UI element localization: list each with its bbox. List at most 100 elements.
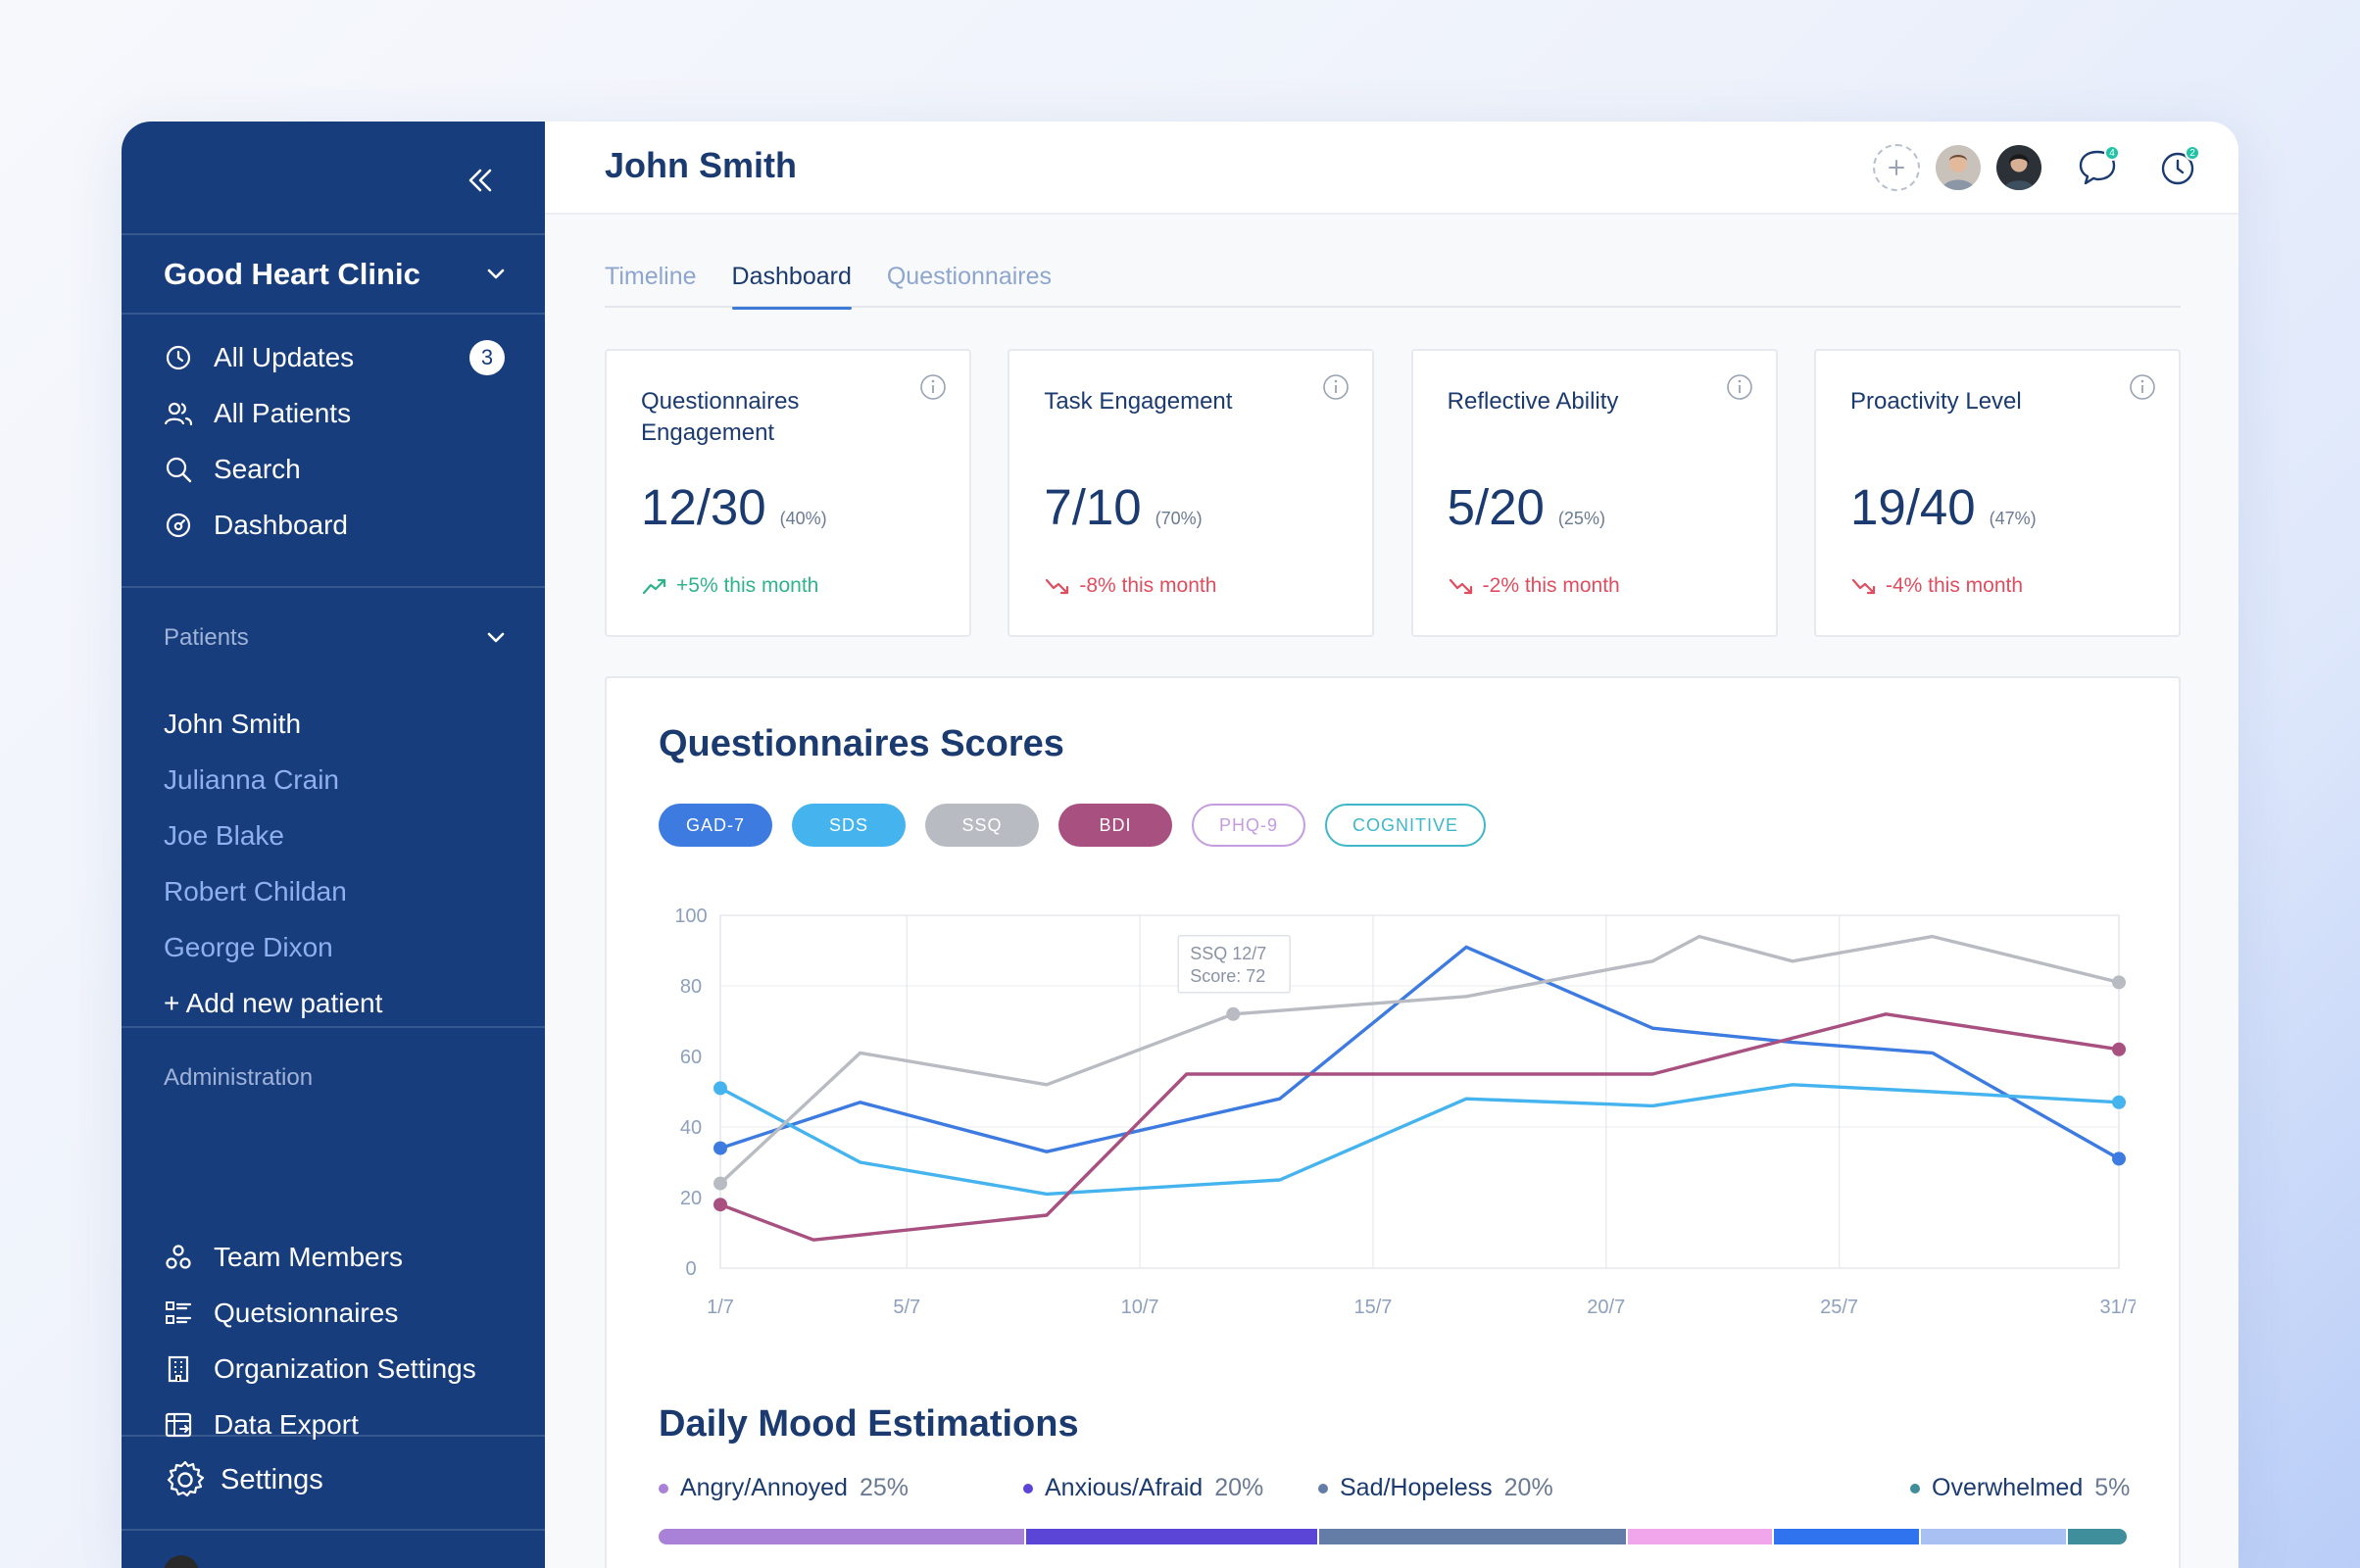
filter-chip-cognitive[interactable]: COGNITIVE bbox=[1325, 804, 1487, 847]
patient-joe-blake[interactable]: Joe Blake bbox=[164, 819, 284, 851]
filter-chip-ssq[interactable]: SSQ bbox=[925, 804, 1039, 847]
info-icon[interactable] bbox=[1321, 372, 1351, 402]
data-point-ssq bbox=[2112, 975, 2126, 990]
care-team-avatar-2[interactable] bbox=[1996, 145, 2041, 190]
y-tick-label: 80 bbox=[680, 976, 702, 998]
card-trend: -8% this month bbox=[1044, 574, 1216, 598]
legend-dot bbox=[1023, 1483, 1033, 1494]
patient-julianna-crain[interactable]: Julianna Crain bbox=[164, 763, 339, 795]
trend-label: -8% this month bbox=[1079, 574, 1217, 597]
user-avatar[interactable] bbox=[164, 1555, 199, 1568]
legend-label: Angry/Annoyed bbox=[680, 1474, 848, 1501]
nav-organization-settings[interactable]: Organization Settings bbox=[164, 1341, 507, 1396]
tab-bar: Timeline Dashboard Questionnaires bbox=[605, 259, 2181, 310]
divider bbox=[122, 1026, 545, 1028]
nav-label: All Patients bbox=[214, 397, 352, 428]
patient-george-dixon[interactable]: George Dixon bbox=[164, 931, 333, 962]
main-content: John Smith 4 2 bbox=[545, 122, 2238, 1568]
info-icon[interactable] bbox=[2128, 372, 2157, 402]
clinic-selector[interactable]: Good Heart Clinic bbox=[164, 251, 507, 298]
card-percentage: (25%) bbox=[1557, 509, 1605, 528]
mood-legend-item: Sad/Hopeless 20% bbox=[1318, 1474, 1553, 1502]
collapse-sidebar-button[interactable] bbox=[459, 159, 502, 202]
gear-icon bbox=[167, 1460, 205, 1497]
info-icon[interactable] bbox=[918, 372, 948, 402]
table-export-icon bbox=[164, 1410, 193, 1440]
tooltip-value: Score: 72 bbox=[1190, 966, 1265, 986]
nav-all-patients[interactable]: All Patients bbox=[164, 385, 507, 441]
settings-link[interactable]: Settings bbox=[164, 1452, 323, 1507]
line-chart: 0 20 40 60 80 100 1/7 5/7 10/7 15/7 20/7 25/7 31/7 SS… bbox=[674, 906, 2138, 1318]
info-icon[interactable] bbox=[1725, 372, 1754, 402]
y-tick-label: 40 bbox=[680, 1117, 702, 1139]
x-tick-label: 20/7 bbox=[1587, 1297, 1625, 1318]
data-point-bdi bbox=[713, 1198, 727, 1212]
metric-card: Task Engagement 7/10 (70%) -8% this month bbox=[1008, 349, 1375, 637]
care-team-avatar-1[interactable] bbox=[1936, 145, 1981, 190]
scores-title: Questionnaires Scores bbox=[659, 723, 1064, 764]
card-score: 5/20 bbox=[1447, 479, 1545, 535]
divider bbox=[122, 1529, 545, 1531]
series-line-sds bbox=[718, 1083, 2121, 1197]
tab-timeline[interactable]: Timeline bbox=[605, 263, 697, 290]
list-icon bbox=[164, 1298, 193, 1328]
add-member-button[interactable] bbox=[1873, 144, 1920, 191]
filter-chip-gad-7[interactable]: GAD-7 bbox=[659, 804, 772, 847]
series-line-ssq bbox=[718, 934, 2121, 1186]
filter-chip-sds[interactable]: SDS bbox=[792, 804, 906, 847]
clinic-name: Good Heart Clinic bbox=[164, 257, 420, 291]
data-point-ssq bbox=[713, 1176, 727, 1191]
patient-robert-childan[interactable]: Robert Childan bbox=[164, 875, 347, 906]
filter-chip-phq-9[interactable]: PHQ-9 bbox=[1192, 804, 1306, 847]
tab-dashboard[interactable]: Dashboard bbox=[731, 259, 853, 310]
patients-list: John Smith Julianna Crain Joe Blake Robe… bbox=[164, 696, 507, 1031]
plus-icon bbox=[1889, 160, 1904, 175]
nav-all-updates[interactable]: All Updates 3 bbox=[164, 329, 507, 385]
data-point-gad-7 bbox=[2112, 1152, 2126, 1166]
tooltip-title: SSQ 12/7 bbox=[1190, 944, 1266, 963]
chevron-down-icon bbox=[487, 269, 505, 279]
nav-label: All Updates bbox=[214, 341, 355, 372]
x-tick-label: 1/7 bbox=[707, 1297, 734, 1318]
chevron-down-icon bbox=[487, 632, 505, 643]
legend-percentage: 20% bbox=[1503, 1474, 1553, 1501]
mood-distribution-bar bbox=[659, 1529, 2127, 1544]
nav-dashboard[interactable]: Dashboard bbox=[164, 497, 507, 553]
mood-legend-item: Anxious/Afraid 20% bbox=[1023, 1474, 1263, 1502]
messages-count-badge: 4 bbox=[2104, 145, 2120, 161]
patients-section-toggle[interactable]: Patients bbox=[164, 618, 507, 658]
chart-tooltip bbox=[1177, 935, 1291, 994]
divider bbox=[122, 1435, 545, 1437]
card-value: 12/30 (40%) bbox=[641, 478, 827, 536]
nav-label: Organization Settings bbox=[214, 1352, 476, 1384]
legend-dot bbox=[1910, 1483, 1920, 1494]
divider bbox=[122, 233, 545, 235]
nav-search[interactable]: Search bbox=[164, 441, 507, 497]
card-value: 19/40 (47%) bbox=[1850, 478, 2037, 536]
add-patient-link[interactable]: + Add new patient bbox=[164, 987, 383, 1018]
patients-heading: Patients bbox=[164, 624, 249, 651]
mood-legend-item: Angry/Annoyed 25% bbox=[659, 1474, 909, 1502]
messages-button[interactable]: 4 bbox=[2073, 143, 2122, 192]
tab-questionnaires[interactable]: Questionnaires bbox=[886, 263, 1053, 290]
nav-label: Quetsionnaires bbox=[214, 1297, 399, 1328]
reminders-button[interactable]: 2 bbox=[2153, 143, 2202, 192]
main-nav: All Updates 3 All Patients Search Dashb bbox=[164, 329, 507, 553]
nav-team-members[interactable]: Team Members bbox=[164, 1229, 507, 1285]
metric-cards: Questionnaires Engagement 12/30 (40%) +5%… bbox=[605, 349, 2181, 637]
top-bar: John Smith 4 2 bbox=[545, 122, 2238, 215]
patient-john-smith[interactable]: John Smith bbox=[164, 708, 302, 739]
card-title: Questionnaires Engagement bbox=[641, 388, 800, 446]
card-score: 12/30 bbox=[641, 479, 766, 535]
legend-dot bbox=[659, 1483, 668, 1494]
filter-chip-bdi[interactable]: BDI bbox=[1058, 804, 1172, 847]
x-tick-label: 25/7 bbox=[1820, 1297, 1858, 1318]
dashboard-icon bbox=[164, 511, 193, 540]
nav-questionnaires[interactable]: Quetsionnaires bbox=[164, 1285, 507, 1341]
nav-data-export[interactable]: Data Export bbox=[164, 1396, 507, 1452]
admin-nav: Team Members Quetsionnaires Organization… bbox=[164, 1229, 507, 1452]
x-tick-label: 15/7 bbox=[1353, 1297, 1392, 1318]
scores-chart: 0 20 40 60 80 100 1/7 5/7 10/7 15/7 20/7 25/7 31/7 SS… bbox=[646, 894, 2138, 1325]
updates-count-badge: 3 bbox=[469, 339, 505, 375]
data-point-gad-7 bbox=[713, 1141, 727, 1155]
